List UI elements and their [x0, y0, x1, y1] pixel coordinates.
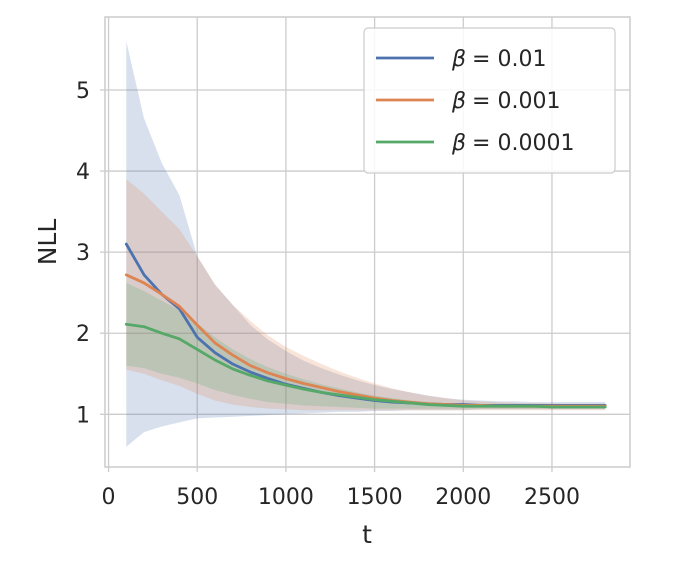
band-series-1: [126, 41, 606, 447]
legend-label-2: β = 0.001: [451, 89, 560, 114]
y-tick-label: 2: [76, 322, 90, 347]
line-series-3: [124, 322, 607, 409]
band-series-3: [126, 282, 606, 409]
x-tick-label: 0: [102, 485, 116, 510]
x-tick-label: 1500: [347, 485, 403, 510]
x-tick-label: 2500: [524, 485, 580, 510]
y-axis-label: NLL: [33, 219, 62, 266]
x-tick-label: 500: [176, 485, 218, 510]
legend-value: = 0.01: [472, 47, 546, 72]
legend-symbol: β: [451, 131, 466, 156]
legend-value: = 0.001: [472, 89, 560, 114]
legend-label-1: β = 0.01: [451, 47, 546, 72]
x-tick-label: 2000: [435, 485, 491, 510]
x-tick-labels: 0 500 1000 1500 2000 2500: [102, 467, 580, 510]
legend-label-3: β = 0.0001: [451, 131, 574, 156]
y-tick-labels: 1 2 3 4 5: [76, 79, 105, 428]
y-tick-label: 4: [76, 160, 90, 185]
x-axis-label: t: [362, 520, 372, 549]
legend-symbol: β: [451, 89, 466, 114]
series-lines: [124, 242, 607, 409]
legend-value: = 0.0001: [472, 131, 574, 156]
y-tick-label: 5: [76, 79, 90, 104]
y-tick-label: 3: [76, 241, 90, 266]
legend-symbol: β: [451, 47, 466, 72]
plot-frame: [104, 16, 631, 468]
band-series-2: [126, 179, 606, 411]
confidence-bands: [126, 41, 606, 447]
y-tick-label: 1: [76, 403, 90, 428]
x-tick-label: 1000: [258, 485, 314, 510]
legend-box: [363, 27, 616, 174]
